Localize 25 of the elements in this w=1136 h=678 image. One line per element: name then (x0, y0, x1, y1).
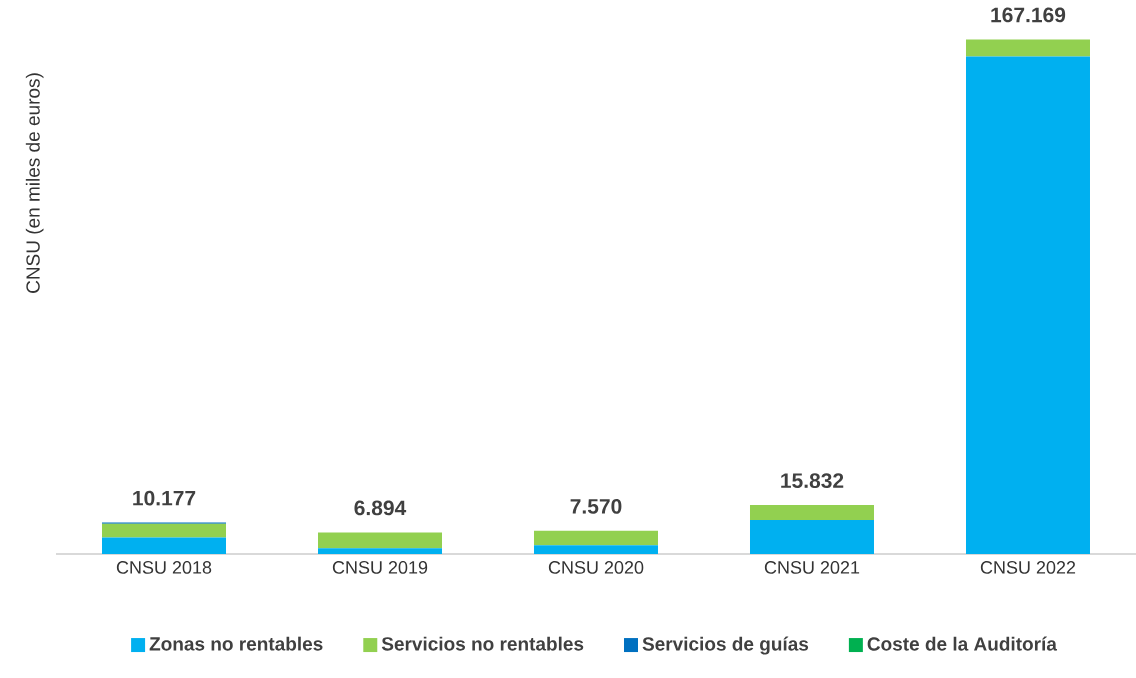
legend-label: Zonas no rentables (149, 636, 323, 651)
x-tick-label: CNSU 2020 (548, 561, 644, 574)
annotation: 6.894 (354, 500, 407, 516)
annotation: 7.570 (570, 498, 622, 514)
bar (318, 548, 442, 554)
annotation: 10.177 (133, 490, 196, 506)
bar (102, 537, 226, 554)
legend-label: Coste de la Auditoría (867, 636, 1058, 651)
x-tick-label: CNSU 2022 (980, 561, 1076, 574)
bar (318, 532, 442, 549)
x-tick-label: CNSU 2018 (116, 561, 212, 574)
bar (749, 520, 874, 554)
annotation: 15.832 (781, 473, 844, 489)
bar (749, 505, 874, 521)
bar (533, 530, 658, 546)
y-axis-title: CNSU (en miles de euros) (25, 73, 44, 293)
x-tick-label: CNSU 2021 (764, 561, 860, 574)
bar (102, 523, 226, 538)
annotation: 167.169 (991, 7, 1066, 23)
legend-label: Servicios de guías (642, 636, 809, 655)
bar (533, 545, 658, 554)
bar (965, 56, 1090, 554)
legend-label: Servicios no rentables (381, 636, 584, 651)
x-tick-label: CNSU 2019 (332, 561, 428, 574)
bar (965, 39, 1090, 57)
